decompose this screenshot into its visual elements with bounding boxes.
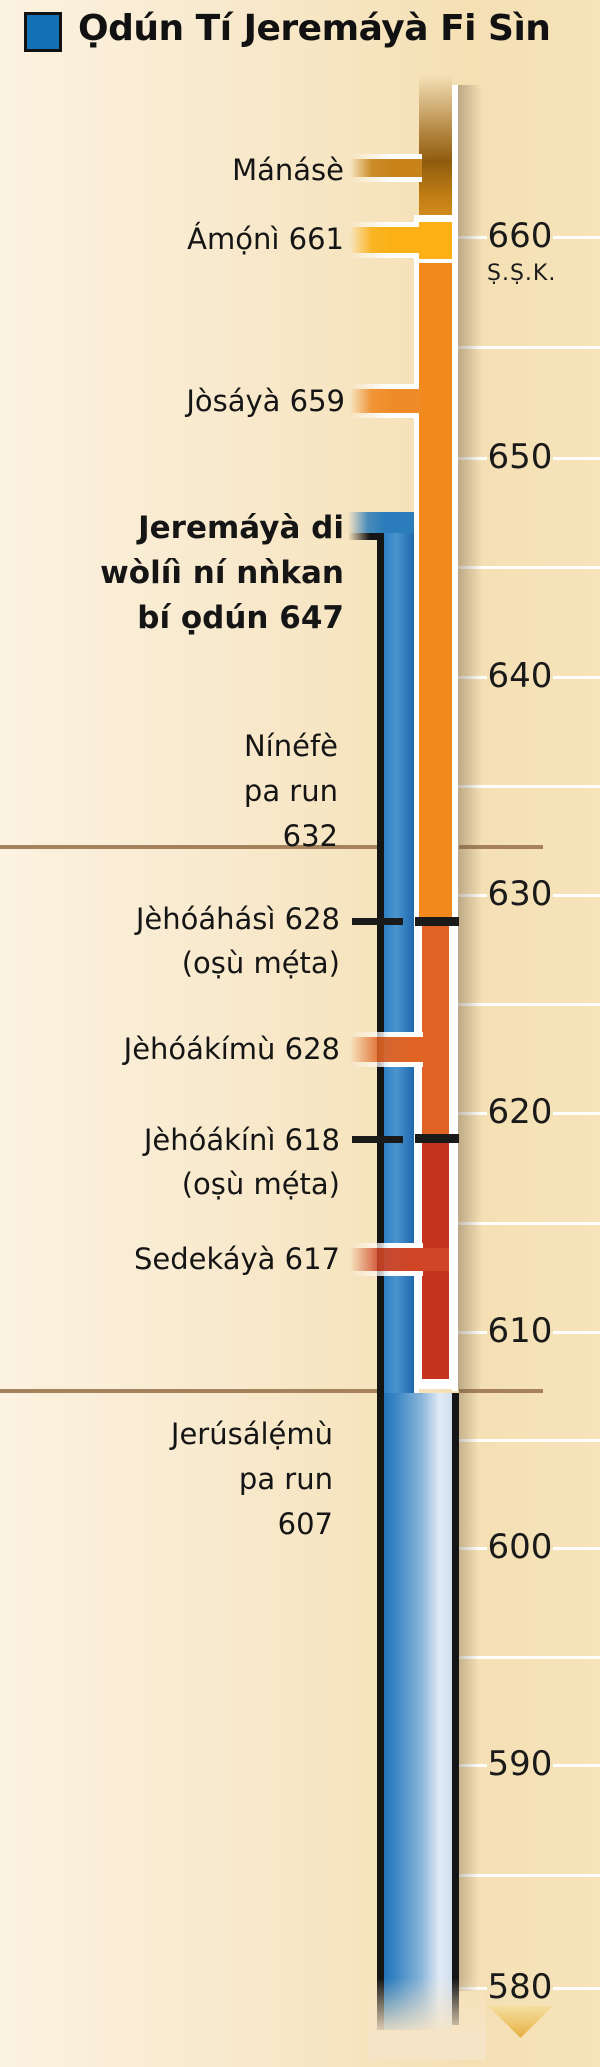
tick-line — [553, 457, 600, 460]
manasse-segment — [419, 75, 452, 215]
jeremiah-bar-right-border — [452, 1393, 459, 2025]
jehoiachin-pointer — [352, 1136, 403, 1143]
nineveh-label: Nínéfè pa run 632 — [243, 728, 338, 853]
minor-tick-line — [458, 1874, 600, 1877]
tick-line — [553, 1764, 600, 1767]
white-gap — [419, 215, 452, 222]
tick-line — [553, 894, 600, 897]
tick-line — [458, 1764, 487, 1767]
amoni-segment — [419, 222, 452, 259]
manasse-connector — [350, 159, 422, 177]
chart-header: Ọdún Tí Jeremáyà Fi Sìn — [0, 0, 600, 70]
tick-line — [553, 236, 600, 239]
tick-label: 590 — [487, 1744, 553, 1784]
jehoahaz-label: Jèhóáhásì 628 (oṣù mẹ́ta) — [135, 902, 340, 980]
tick-label: 600 — [487, 1527, 553, 1567]
zedekiah-label: Sedekáyà 617 — [133, 1242, 340, 1276]
zedekiah-connector — [350, 1248, 449, 1271]
minor-tick-line — [458, 785, 600, 788]
nineveh-line — [0, 845, 377, 849]
tick-label: 660 — [487, 216, 553, 256]
tick-line — [458, 676, 487, 679]
jehoiakim-connector-outline-bottom — [350, 1062, 423, 1067]
tick-line — [458, 236, 487, 239]
minor-tick-line — [458, 1439, 600, 1442]
nineveh-line — [459, 845, 543, 849]
josaya-connector-outline-top — [350, 384, 419, 389]
jehoahaz-divider — [415, 917, 459, 926]
tick-line — [553, 1987, 600, 1990]
jehoiakim-connector-outline-top — [350, 1032, 423, 1037]
tick-line — [458, 1331, 487, 1334]
tick-label: 610 — [487, 1311, 553, 1351]
tick-line — [553, 1112, 600, 1115]
jehoiakim-connector — [350, 1037, 449, 1062]
manasse-connector-outline-top — [350, 154, 422, 159]
josaya-connector-outline-bottom — [350, 413, 419, 418]
axis-shadow — [458, 85, 482, 1391]
amoni-connector-outline-top — [350, 222, 419, 227]
josaya-connector — [350, 389, 422, 413]
tick-line — [553, 1547, 600, 1550]
tick-label: 620 — [487, 1092, 553, 1132]
minor-tick-line — [458, 1222, 600, 1225]
axis-shadow — [459, 1391, 479, 1991]
jehoiachin-divider — [415, 1134, 459, 1143]
bar-bottom-fade — [368, 1978, 486, 2060]
jeremiah-bar-cap-underline — [348, 533, 384, 540]
tick-label: 630 — [487, 874, 553, 914]
josaya-segment — [419, 263, 452, 918]
amoni-label: Ámọ́nì 661 — [187, 222, 344, 256]
josaya-label: Jòsáyà 659 — [186, 384, 345, 418]
zedekiah-connector-outline-bottom — [350, 1271, 423, 1276]
legend-color-swatch — [24, 12, 62, 52]
tick-line — [458, 894, 487, 897]
jeremiah-label: Jeremáyà di wòlíì ní nǹkan bí ọdún 647 — [100, 509, 344, 636]
minor-tick-line — [458, 1656, 600, 1659]
jeremiah-bar-left-border — [377, 533, 384, 2030]
jeremiah-bar-expanded-fill — [384, 1393, 452, 2030]
minor-tick-line — [458, 346, 600, 349]
tick-line — [458, 457, 487, 460]
jehoiakim-segment — [422, 926, 449, 1135]
white-gap — [419, 259, 452, 263]
tick-line — [553, 1331, 600, 1334]
jehoahaz-pointer — [352, 918, 403, 925]
tick-label: 580 — [487, 1967, 553, 2007]
jerusalem-label: Jerúsálẹ́mù pa run 607 — [170, 1416, 333, 1541]
jeremiah-bar-white-gap — [414, 215, 419, 1393]
era-label: Ṣ.Ṣ.K. — [487, 261, 557, 286]
jeremiah-bar-cap — [348, 512, 414, 533]
tick-line — [458, 1547, 487, 1550]
jehoiakim-label: Jèhóákímù 628 — [123, 1032, 340, 1066]
minor-tick-line — [458, 1003, 600, 1006]
zedekiah-connector-outline-top — [350, 1243, 423, 1248]
tick-label: 640 — [487, 656, 553, 696]
axis-line — [452, 85, 458, 1391]
tick-label: 650 — [487, 437, 553, 477]
page-title: Ọdún Tí Jeremáyà Fi Sìn — [78, 8, 551, 49]
manasse-connector-outline-bottom — [350, 177, 422, 182]
minor-tick-line — [458, 566, 600, 569]
tick-line — [553, 676, 600, 679]
jerusalem-line — [459, 1389, 543, 1393]
amoni-connector-outline-bottom — [350, 253, 419, 258]
amoni-connector — [350, 227, 422, 253]
manasse-label: Mánásè — [232, 153, 344, 187]
continuation-arrow-icon — [488, 2006, 553, 2038]
jerusalem-line — [0, 1389, 377, 1393]
jehoiachin-label: Jèhóákínì 618 (oṣù mẹ́ta) — [143, 1123, 340, 1201]
tick-line — [458, 1112, 487, 1115]
